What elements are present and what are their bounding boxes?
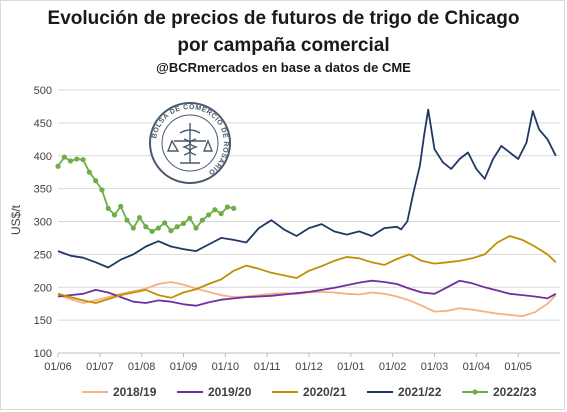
data-point-2022-23 bbox=[61, 154, 67, 160]
x-tick-label: 01/12 bbox=[295, 361, 323, 373]
y-tick-label: 200 bbox=[34, 282, 52, 294]
series-layer bbox=[55, 108, 557, 318]
data-point-2022-23 bbox=[224, 204, 231, 210]
legend: 2018/19 2019/20 2020/21 2021/22 2022/23 bbox=[82, 385, 537, 399]
data-point-2022-23 bbox=[105, 205, 111, 211]
data-point-2022-23 bbox=[162, 220, 168, 226]
y-tick-label: 450 bbox=[34, 118, 52, 130]
data-point-2022-23 bbox=[168, 228, 174, 234]
x-tick-label: 01/09 bbox=[170, 361, 198, 373]
chart-title-line2: por campaña comercial bbox=[177, 35, 390, 56]
y-tick-label: 400 bbox=[34, 151, 52, 163]
data-point-2022-23 bbox=[118, 203, 124, 209]
data-point-2022-23 bbox=[199, 217, 205, 223]
legend-label: 2020/21 bbox=[303, 385, 347, 399]
x-tick-label: 01/06 bbox=[44, 361, 72, 373]
grid-lines bbox=[58, 89, 560, 354]
x-tick-label: 01/01 bbox=[337, 361, 365, 373]
y-tick-label: 350 bbox=[34, 184, 52, 196]
data-point-2022-23 bbox=[193, 225, 199, 231]
data-point-2022-23 bbox=[99, 187, 105, 193]
legend-label: 2019/20 bbox=[208, 385, 252, 399]
chart-subtitle: @BCRmercados en base a datos de CME bbox=[156, 60, 411, 75]
y-axis-label: US$/t bbox=[9, 204, 23, 235]
x-tick-label: 01/04 bbox=[463, 361, 491, 373]
legend-marker bbox=[472, 389, 478, 395]
data-point-2022-23 bbox=[74, 156, 80, 162]
data-point-2022-23 bbox=[231, 205, 237, 211]
data-point-2022-23 bbox=[136, 214, 143, 221]
series-line-2021-22 bbox=[57, 108, 557, 269]
data-point-2022-23 bbox=[180, 220, 187, 227]
data-point-2022-23 bbox=[86, 169, 92, 175]
data-point-2022-23 bbox=[130, 225, 136, 231]
x-tick-label: 01/10 bbox=[212, 361, 240, 373]
data-point-2022-23 bbox=[55, 163, 61, 169]
x-tick-label: 01/03 bbox=[421, 361, 449, 373]
x-tick-label: 01/08 bbox=[128, 361, 156, 373]
data-point-2022-23 bbox=[187, 215, 193, 221]
data-point-2022-23 bbox=[143, 224, 149, 230]
y-tick-label: 100 bbox=[34, 348, 52, 360]
legend-label: 2022/23 bbox=[493, 385, 537, 399]
legend-label: 2021/22 bbox=[398, 385, 442, 399]
data-point-2022-23 bbox=[218, 211, 224, 217]
data-point-2022-23 bbox=[155, 225, 161, 231]
x-tick-label: 01/07 bbox=[86, 361, 114, 373]
x-tick-label: 01/02 bbox=[379, 361, 407, 373]
data-point-2022-23 bbox=[67, 158, 74, 164]
series-line-2019-20 bbox=[57, 279, 557, 307]
x-axis-ticks: 01/06 01/07 01/08 01/09 01/10 01/11 01/12 01/01… bbox=[44, 353, 532, 373]
data-point-2022-23 bbox=[111, 212, 118, 218]
legend-label: 2018/19 bbox=[113, 385, 157, 399]
series-line-2020-21 bbox=[57, 235, 557, 304]
y-tick-label: 500 bbox=[34, 85, 52, 97]
x-tick-label: 01/11 bbox=[254, 361, 281, 373]
data-point-2022-23 bbox=[93, 178, 99, 184]
logo-seal: BOLSA DE COMERCIO DE ROSARIO bbox=[149, 102, 231, 184]
y-tick-label: 150 bbox=[34, 315, 52, 327]
data-point-2022-23 bbox=[174, 224, 180, 230]
data-point-2022-23 bbox=[124, 217, 130, 223]
caduceus-icon bbox=[166, 123, 214, 164]
y-tick-label: 300 bbox=[34, 217, 52, 229]
x-tick-label: 01/05 bbox=[504, 361, 532, 373]
y-tick-label: 250 bbox=[34, 249, 52, 261]
data-point-2022-23 bbox=[206, 212, 212, 218]
chart-title: Evolución de precios de futuros de trigo… bbox=[47, 8, 520, 29]
y-axis-ticks: 100 150 200 250 300 350 400 450 500 bbox=[34, 85, 52, 360]
data-point-2022-23 bbox=[212, 207, 218, 213]
data-point-2022-23 bbox=[80, 157, 86, 163]
data-point-2022-23 bbox=[149, 228, 155, 234]
